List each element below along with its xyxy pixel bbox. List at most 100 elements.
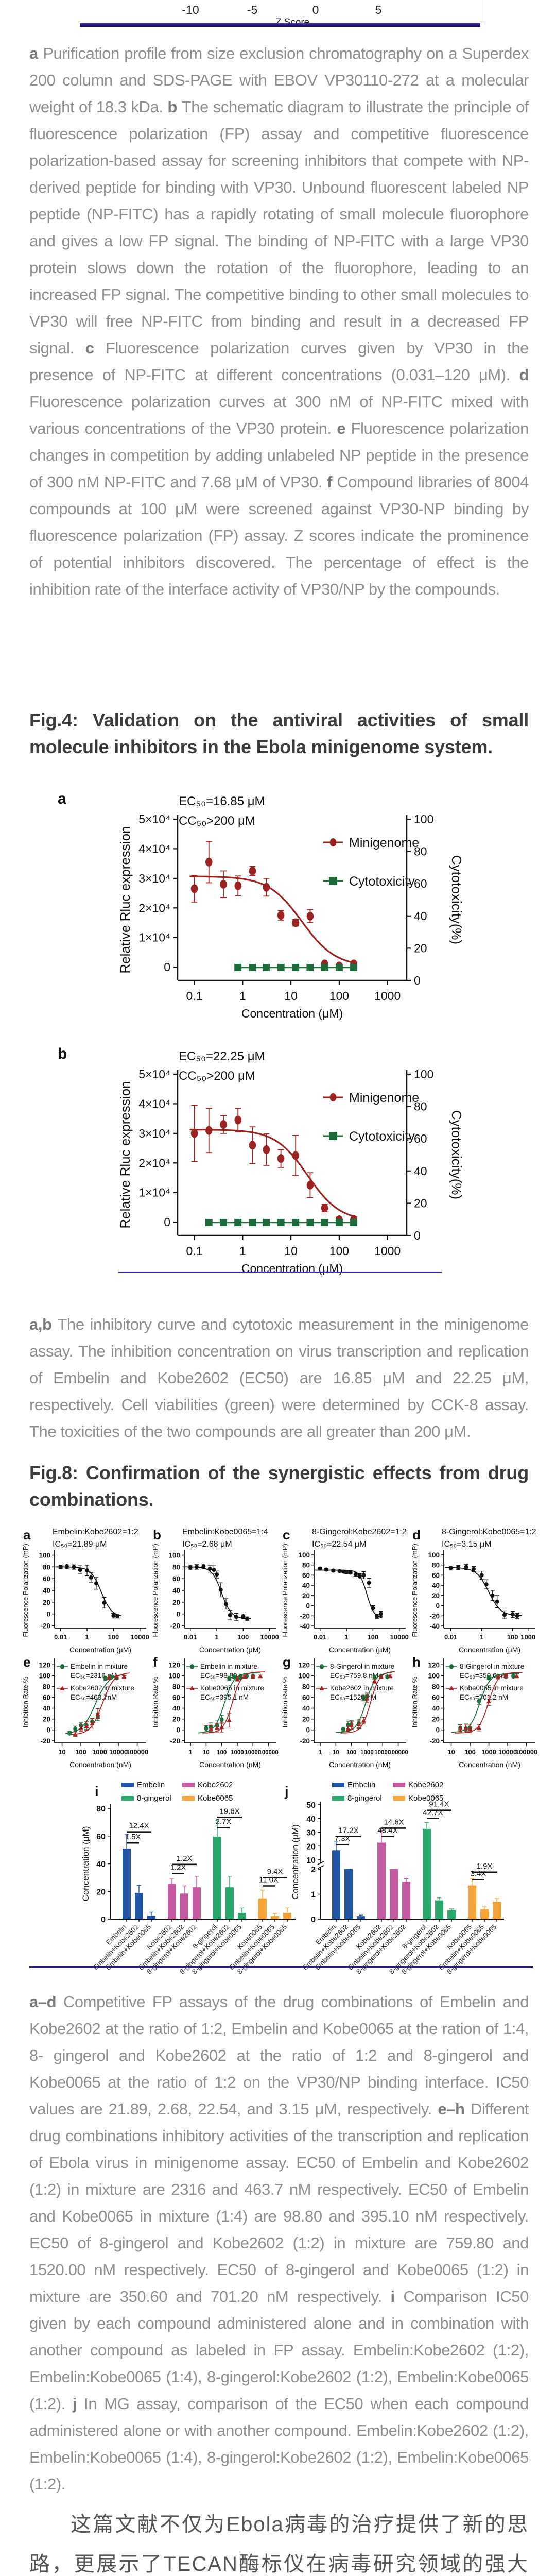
svg-text:120: 120 [428, 1661, 440, 1669]
svg-text:10000: 10000 [498, 1748, 517, 1756]
svg-text:Concentration (μM): Concentration (μM) [241, 1262, 343, 1275]
svg-text:8-gingerol: 8-gingerol [137, 1794, 171, 1803]
fig8h-inhibition-chart: h 8-Gingerol in mixture EC₅₀=350.6 nM Kobe0… [411, 1654, 537, 1769]
svg-text:1.5X: 1.5X [125, 1833, 141, 1841]
fig4a-minigenome-chart: a EC₅₀=16.85 μM CC₅₀>200 μM 0 1×10⁴ 2×10⁴ 3×10… [58, 790, 464, 1020]
svg-text:42.7X: 42.7X [423, 1808, 443, 1817]
svg-text:Concentration (μM): Concentration (μM) [459, 1646, 520, 1654]
svg-text:100: 100 [329, 1244, 349, 1258]
svg-text:48.4X: 48.4X [377, 1826, 397, 1835]
svg-text:0: 0 [101, 1916, 106, 1924]
svg-text:-40: -40 [300, 1622, 310, 1630]
svg-text:8-gingerol: 8-gingerol [348, 1794, 382, 1803]
svg-text:e: e [23, 1654, 30, 1670]
svg-text:1×10⁴: 1×10⁴ [138, 931, 170, 944]
svg-text:0: 0 [436, 1726, 440, 1734]
svg-text:1: 1 [239, 989, 246, 1003]
svg-text:10: 10 [203, 1750, 210, 1756]
svg-text:10000: 10000 [374, 1750, 391, 1756]
svg-text:100: 100 [368, 1633, 379, 1641]
svg-text:9.4X: 9.4X [267, 1867, 283, 1876]
svg-text:0.01: 0.01 [184, 1633, 197, 1641]
chinese-summary-paragraph: 这篇文献不仅为Ebola病毒的治疗提供了新的思路，更展示了TECAN酶标仪在病毒… [29, 2513, 529, 2575]
svg-text:Concentration (nM): Concentration (nM) [70, 1760, 131, 1769]
svg-text:2: 2 [311, 1866, 316, 1874]
svg-text:40: 40 [414, 909, 427, 923]
svg-text:100: 100 [464, 1748, 476, 1756]
svg-text:CC₅₀>200 μM: CC₅₀>200 μM [179, 814, 255, 828]
svg-text:EC₅₀=463.7nM: EC₅₀=463.7nM [71, 1693, 117, 1701]
svg-text:100: 100 [428, 1551, 440, 1559]
fig8i-ic50-bar-chart: i Embelin Kobe2602 8-gingerol Kobe0065 0 20 40 6… [81, 1781, 296, 1976]
svg-text:3×10⁴: 3×10⁴ [138, 1127, 170, 1140]
zscore-tick: 5 [375, 3, 382, 16]
svg-text:100: 100 [168, 1672, 180, 1680]
fig8j-ec50-bar-chart: j Embelin Kobe2602 8-gingerol Kobe0065 0 1 210 2… [284, 1781, 504, 1976]
svg-text:1000: 1000 [231, 1750, 244, 1756]
svg-text:100: 100 [108, 1633, 119, 1641]
svg-text:h: h [412, 1654, 421, 1670]
svg-text:Concentration (nM): Concentration (nM) [459, 1760, 520, 1769]
svg-text:Inhibition Rate %: Inhibition Rate % [151, 1676, 159, 1727]
svg-text:40: 40 [43, 1587, 50, 1595]
svg-text:30: 30 [306, 1829, 316, 1838]
svg-text:1.2X: 1.2X [170, 1863, 186, 1872]
svg-text:19.6X: 19.6X [219, 1807, 239, 1816]
svg-text:1: 1 [319, 1750, 322, 1756]
svg-text:1: 1 [480, 1633, 483, 1641]
svg-text:EC₅₀=350.6 nM: EC₅₀=350.6 nM [460, 1672, 508, 1680]
svg-text:100: 100 [414, 1067, 433, 1081]
svg-text:d: d [412, 1527, 421, 1543]
svg-text:12.4X: 12.4X [129, 1822, 149, 1831]
svg-text:20: 20 [414, 941, 427, 955]
svg-text:Kobe0065 in mixture: Kobe0065 in mixture [200, 1684, 264, 1692]
svg-text:0: 0 [414, 974, 421, 987]
svg-text:-20: -20 [429, 1612, 440, 1620]
svg-text:100000: 100000 [126, 1748, 148, 1756]
svg-text:0.1: 0.1 [186, 1244, 203, 1258]
svg-text:80: 80 [302, 1683, 310, 1690]
svg-text:60: 60 [432, 1571, 440, 1579]
svg-text:b: b [58, 1045, 67, 1062]
svg-text:1: 1 [85, 1633, 89, 1641]
svg-text:1×10⁴: 1×10⁴ [138, 1186, 170, 1199]
svg-text:5×10⁴: 5×10⁴ [138, 812, 170, 826]
svg-text:100: 100 [298, 1551, 310, 1559]
svg-text:c: c [283, 1527, 290, 1543]
svg-text:80: 80 [432, 1683, 440, 1690]
svg-text:10000: 10000 [131, 1633, 149, 1641]
svg-text:40: 40 [302, 1705, 310, 1713]
svg-text:Relative Rluc expression: Relative Rluc expression [117, 1081, 133, 1228]
svg-text:80: 80 [302, 1562, 310, 1569]
svg-text:80: 80 [96, 1805, 106, 1814]
svg-text:10000: 10000 [260, 1633, 279, 1641]
svg-text:10000: 10000 [390, 1633, 409, 1641]
svg-text:0: 0 [414, 1229, 421, 1242]
fig4b-minigenome-chart: b EC₅₀=22.25 μM CC₅₀>200 μM 0 1×10⁴ 2×10⁴ 3×10… [58, 1045, 464, 1275]
svg-text:2.7X: 2.7X [216, 1818, 232, 1826]
svg-text:Kobe0065: Kobe0065 [408, 1794, 443, 1803]
svg-text:20: 20 [43, 1599, 50, 1606]
fig4-heading: Fig.4: Validation on the antiviral activ… [29, 709, 529, 757]
svg-text:Kobe2602: Kobe2602 [408, 1781, 443, 1789]
svg-text:60: 60 [172, 1694, 180, 1702]
svg-text:10: 10 [58, 1748, 65, 1756]
svg-text:80: 80 [172, 1683, 180, 1690]
svg-text:100: 100 [217, 1750, 227, 1756]
svg-text:80: 80 [414, 1100, 427, 1113]
svg-text:1.2X: 1.2X [177, 1854, 193, 1863]
svg-text:10000: 10000 [245, 1750, 261, 1756]
svg-text:91.4X: 91.4X [429, 1800, 449, 1809]
svg-text:20: 20 [43, 1716, 50, 1723]
svg-text:100: 100 [168, 1552, 180, 1560]
svg-text:11.0X: 11.0X [259, 1876, 279, 1885]
svg-text:0: 0 [311, 1916, 316, 1924]
svg-text:100: 100 [346, 1750, 356, 1756]
svg-text:IC₅₀=2.68 μM: IC₅₀=2.68 μM [182, 1540, 232, 1549]
svg-text:0: 0 [176, 1611, 180, 1618]
svg-text:Fluorescence Polarization (mP): Fluorescence Polarization (mP) [151, 1544, 159, 1637]
svg-text:j: j [284, 1784, 289, 1799]
